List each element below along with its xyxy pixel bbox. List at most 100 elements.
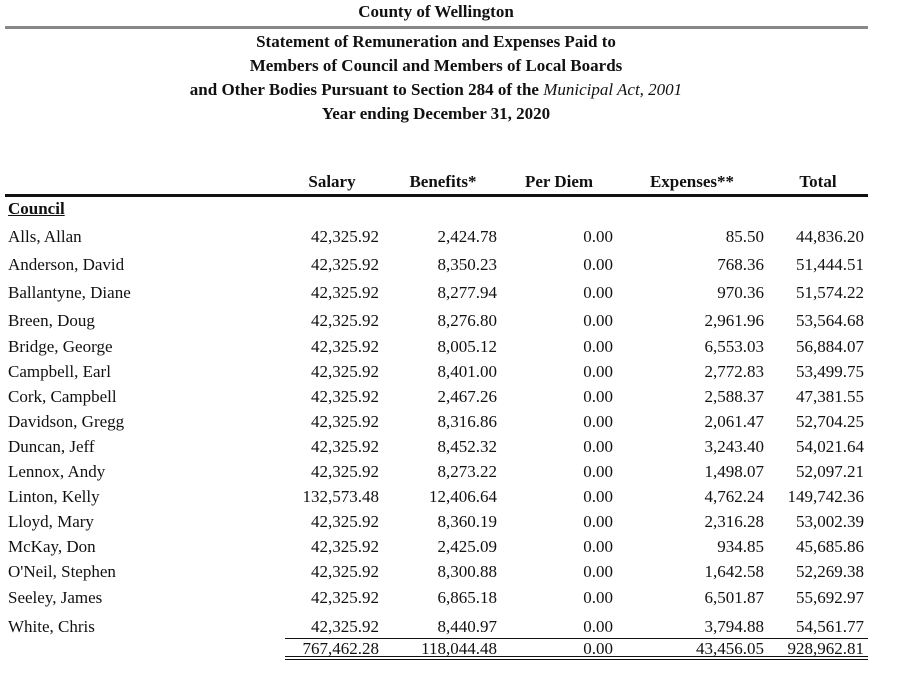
- member-name: Linton, Kelly: [8, 487, 100, 506]
- cell: 42,325.92: [311, 283, 379, 302]
- cell: 54,561.77: [796, 617, 864, 636]
- total-cell: 0.00: [583, 639, 613, 658]
- cell: 42,325.92: [311, 227, 379, 246]
- cell: 768.36: [717, 255, 764, 274]
- cell: 4,762.24: [704, 487, 765, 506]
- cell: 85.50: [725, 227, 764, 246]
- cell: 2,772.83: [704, 362, 765, 381]
- total-cell: 928,962.81: [787, 639, 865, 658]
- cell: 42,325.92: [311, 412, 379, 431]
- cell: 149,742.36: [787, 487, 865, 506]
- cell: 42,325.92: [311, 255, 379, 274]
- cell: 8,273.22: [437, 462, 498, 481]
- member-name: Ballantyne, Diane: [8, 283, 131, 302]
- cell: 8,440.97: [437, 617, 498, 636]
- total-double-rule: [285, 659, 868, 660]
- cell: 42,325.92: [311, 362, 379, 381]
- cell: 42,325.92: [311, 337, 379, 356]
- cell: 8,452.32: [437, 437, 498, 456]
- column-header: Salary: [308, 172, 356, 191]
- cell: 42,325.92: [311, 537, 379, 556]
- cell: 0.00: [583, 588, 613, 607]
- cell: 6,501.87: [704, 588, 765, 607]
- member-name: Bridge, George: [8, 337, 113, 356]
- member-name: Lennox, Andy: [8, 462, 106, 481]
- cell: 53,564.68: [796, 311, 864, 330]
- cell: 42,325.92: [311, 512, 379, 531]
- cell: 8,360.19: [437, 512, 498, 531]
- member-name: Anderson, David: [8, 255, 125, 274]
- cell: 42,325.92: [311, 462, 379, 481]
- cell: 2,961.96: [704, 311, 765, 330]
- cell: 132,573.48: [302, 487, 380, 506]
- cell: 0.00: [583, 255, 613, 274]
- cell: 45,685.86: [796, 537, 864, 556]
- cell: 0.00: [583, 387, 613, 406]
- cell: 0.00: [583, 412, 613, 431]
- cell: 0.00: [583, 487, 613, 506]
- cell: 0.00: [583, 617, 613, 636]
- cell: 0.00: [583, 227, 613, 246]
- cell: 8,316.86: [437, 412, 498, 431]
- cell: 2,425.09: [437, 537, 498, 556]
- subtitle: Members of Council and Members of Local …: [249, 56, 623, 75]
- subtitle: Statement of Remuneration and Expenses P…: [256, 32, 616, 51]
- member-name: Duncan, Jeff: [8, 437, 95, 456]
- subtitle-text: and Other Bodies Pursuant to Section 284…: [189, 80, 539, 99]
- cell: 0.00: [583, 311, 613, 330]
- cell: 42,325.92: [311, 562, 379, 581]
- total-cell: 43,456.05: [696, 639, 764, 658]
- header-rule: [5, 194, 868, 197]
- cell: 42,325.92: [311, 588, 379, 607]
- cell: 52,704.25: [796, 412, 864, 431]
- cell: 6,553.03: [704, 337, 765, 356]
- member-name: Alls, Allan: [8, 227, 82, 246]
- total-rule: [285, 638, 868, 639]
- member-name: Seeley, James: [8, 588, 103, 607]
- total-cell: 767,462.28: [302, 639, 380, 658]
- cell: 0.00: [583, 512, 613, 531]
- cell: 51,574.22: [796, 283, 864, 302]
- subtitle: and Other Bodies Pursuant to Section 284…: [0, 80, 872, 100]
- member-name: McKay, Don: [8, 537, 96, 556]
- cell: 52,097.21: [796, 462, 864, 481]
- total-double-rule: [285, 656, 868, 657]
- cell: 2,588.37: [704, 387, 765, 406]
- member-name: Lloyd, Mary: [8, 512, 94, 531]
- title: County of Wellington: [358, 2, 514, 21]
- column-header: Benefits*: [409, 172, 477, 191]
- cell: 54,021.64: [796, 437, 864, 456]
- cell: 44,836.20: [796, 227, 864, 246]
- cell: 8,401.00: [437, 362, 498, 381]
- cell: 3,794.88: [704, 617, 765, 636]
- subtitle: Year ending December 31, 2020: [321, 104, 551, 123]
- column-header: Per Diem: [524, 172, 594, 191]
- cell: 0.00: [583, 362, 613, 381]
- cell: 42,325.92: [311, 437, 379, 456]
- cell: 2,061.47: [704, 412, 765, 431]
- member-name: Breen, Doug: [8, 311, 95, 330]
- cell: 53,002.39: [796, 512, 864, 531]
- member-name: Davidson, Gregg: [8, 412, 125, 431]
- cell: 0.00: [583, 437, 613, 456]
- cell: 934.85: [717, 537, 764, 556]
- cell: 0.00: [583, 283, 613, 302]
- cell: 8,276.80: [437, 311, 498, 330]
- cell: 970.36: [717, 283, 764, 302]
- cell: 8,277.94: [437, 283, 498, 302]
- cell: 0.00: [583, 462, 613, 481]
- total-cell: 118,044.48: [421, 639, 497, 658]
- cell: 56,884.07: [796, 337, 864, 356]
- cell: 2,424.78: [437, 227, 498, 246]
- cell: 1,498.07: [704, 462, 765, 481]
- cell: 47,381.55: [796, 387, 864, 406]
- member-name: White, Chris: [8, 617, 95, 636]
- cell: 2,467.26: [437, 387, 498, 406]
- cell: 42,325.92: [311, 617, 379, 636]
- cell: 0.00: [583, 562, 613, 581]
- member-name: Campbell, Earl: [8, 362, 111, 381]
- cell: 3,243.40: [704, 437, 765, 456]
- column-header: Total: [799, 172, 837, 191]
- cell: 51,444.51: [796, 255, 864, 274]
